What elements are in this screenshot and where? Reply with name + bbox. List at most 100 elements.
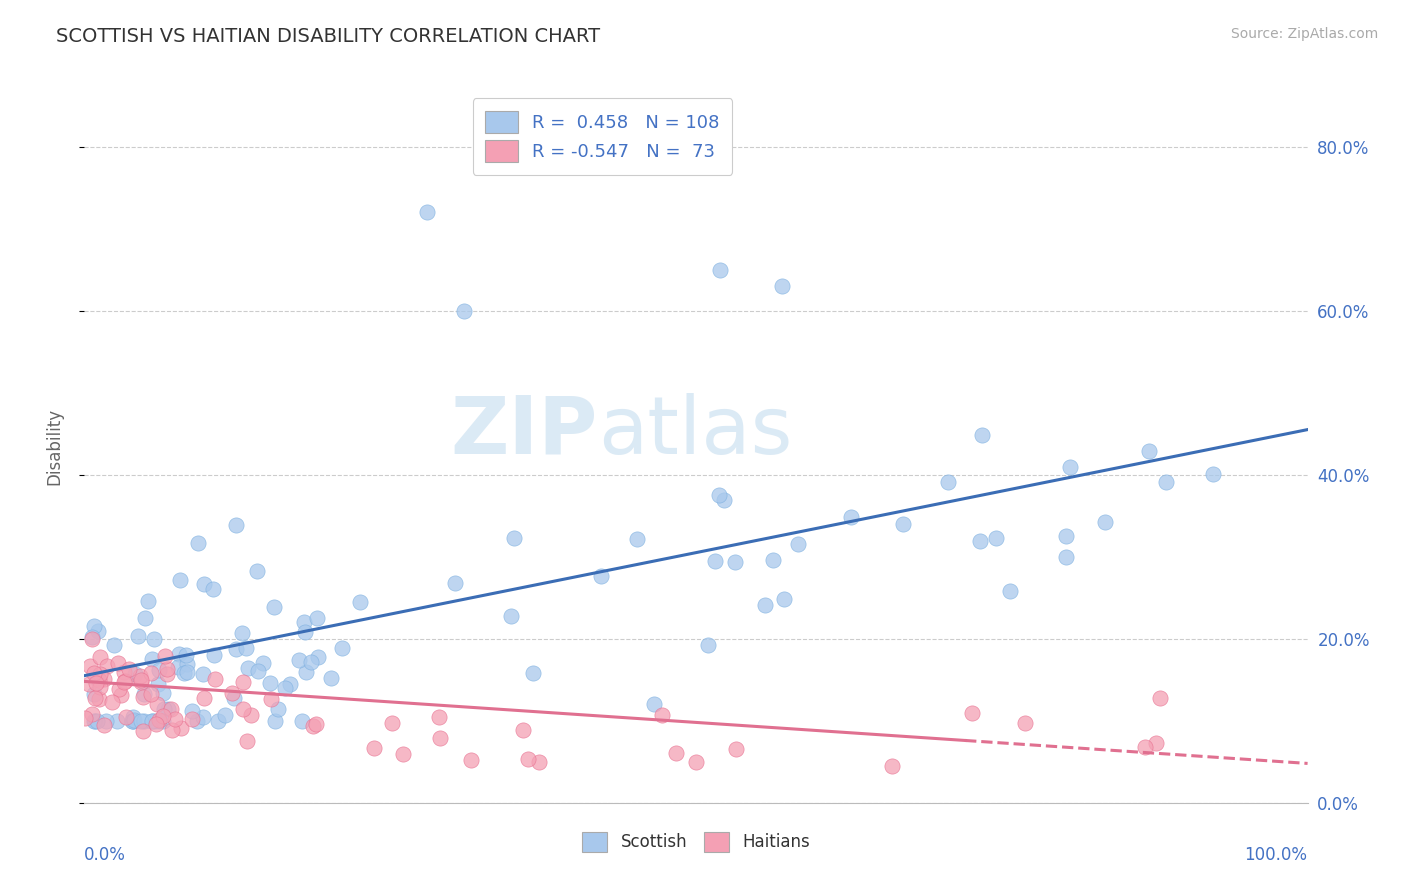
Point (252, 657, 274, 671)
Point (176, 665, 198, 679)
Point (1014, 715, 1036, 730)
Point (181, 704, 204, 718)
Point (725, 741, 748, 756)
Point (363, 740, 385, 755)
Point (527, 755, 550, 769)
Point (302, 719, 325, 733)
Point (134, 611, 156, 625)
Point (231, 626, 253, 640)
Point (155, 667, 177, 681)
Point (84, 690, 107, 705)
Point (83, 714, 105, 728)
Point (80, 631, 103, 645)
Point (96, 659, 118, 673)
Point (754, 599, 776, 613)
Point (1144, 736, 1167, 750)
Point (141, 714, 163, 728)
Point (460, 753, 482, 767)
Point (167, 647, 190, 661)
Point (392, 747, 415, 761)
Point (75, 711, 97, 725)
Point (969, 534, 991, 549)
Text: 100.0%: 100.0% (1244, 846, 1308, 863)
Point (274, 681, 297, 695)
Point (148, 714, 170, 728)
Point (134, 714, 156, 728)
Point (132, 688, 155, 702)
Point (267, 702, 290, 716)
Point (643, 698, 665, 712)
Point (152, 709, 174, 723)
Point (112, 674, 135, 689)
Point (87, 624, 110, 638)
Point (1054, 549, 1077, 564)
Point (703, 554, 725, 568)
Point (202, 648, 225, 662)
Point (193, 691, 215, 706)
Point (115, 710, 138, 724)
Point (80, 632, 103, 646)
Point (1054, 529, 1077, 543)
Point (305, 717, 328, 731)
Point (288, 653, 311, 667)
Point (191, 710, 214, 724)
Point (131, 675, 153, 690)
Point (201, 582, 224, 596)
Point (238, 661, 260, 675)
Point (86, 714, 108, 728)
Point (1094, 515, 1116, 529)
Point (292, 615, 315, 630)
Point (453, 303, 475, 318)
Point (232, 702, 254, 716)
Point (86, 672, 108, 686)
Point (139, 666, 162, 681)
Text: ZIP: ZIP (451, 392, 598, 471)
Point (107, 681, 129, 696)
Point (278, 677, 301, 691)
Point (107, 656, 129, 670)
Point (207, 714, 229, 728)
Point (181, 712, 204, 726)
Point (157, 702, 180, 716)
Point (165, 712, 187, 726)
Point (259, 675, 281, 690)
Point (972, 427, 994, 442)
Point (235, 640, 257, 655)
Point (82, 706, 104, 721)
Point (839, 509, 862, 524)
Point (264, 714, 287, 728)
Point (246, 564, 269, 578)
Point (291, 714, 314, 728)
Point (1154, 475, 1177, 489)
Point (169, 573, 191, 587)
Point (1000, 584, 1022, 599)
Point (93, 672, 115, 686)
Point (152, 702, 174, 716)
Point (148, 663, 170, 677)
Point (118, 662, 141, 676)
Point (121, 714, 143, 728)
Point (124, 666, 146, 681)
Point (122, 710, 145, 724)
Point (1137, 444, 1160, 458)
Text: 0.0%: 0.0% (84, 846, 127, 863)
Point (146, 697, 169, 711)
Point (83, 619, 105, 633)
Point (89, 681, 111, 695)
Text: SCOTTISH VS HAITIAN DISABILITY CORRELATION CHART: SCOTTISH VS HAITIAN DISABILITY CORRELATI… (56, 27, 600, 45)
Point (103, 638, 125, 652)
Point (221, 686, 243, 700)
Point (129, 673, 152, 687)
Point (132, 724, 155, 739)
Point (416, 205, 439, 219)
Point (512, 723, 534, 737)
Point (225, 642, 247, 657)
Point (148, 677, 170, 691)
Point (724, 555, 747, 569)
Point (429, 731, 451, 746)
Point (891, 517, 914, 532)
Point (517, 752, 540, 766)
Point (83, 714, 105, 728)
Point (626, 532, 648, 546)
Point (239, 708, 262, 723)
